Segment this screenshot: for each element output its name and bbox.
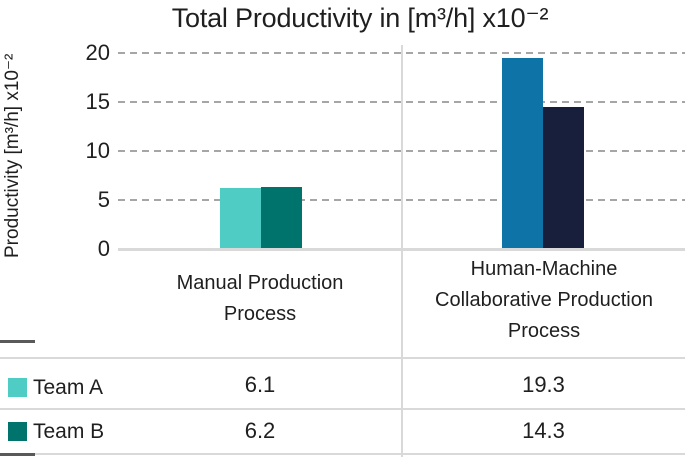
bar-team-b-manual — [261, 187, 302, 248]
bar-team-b-collaborative — [543, 107, 584, 248]
y-tick-10: 10 — [85, 138, 110, 163]
bar-team-a-collaborative — [502, 58, 543, 248]
category-label-manual: Manual Production Process — [176, 272, 344, 325]
legend-key-border-top — [0, 340, 35, 343]
y-tick-0: 0 — [97, 236, 110, 261]
category-label-collaborative: Human-Machine Collaborative Production P… — [435, 258, 653, 342]
y-tick-5: 5 — [97, 187, 110, 212]
table-value-team-a-collaborative: 19.3 — [522, 372, 565, 397]
category-divider-line — [401, 45, 403, 457]
table-value-team-a-manual: 6.1 — [244, 372, 276, 397]
x-axis-line — [118, 248, 685, 251]
legend-swatch-team-a — [8, 378, 27, 397]
chart-title: Total Productivity in [m³/h] x10⁻² — [171, 3, 549, 33]
table-row-divider — [0, 408, 685, 410]
legend-label-team-a: Team A — [33, 376, 104, 399]
table-bottom-border — [0, 453, 685, 455]
table-value-team-b-collaborative: 14.3 — [522, 418, 565, 443]
y-tick-20: 20 — [85, 40, 110, 65]
legend-key-border-bottom — [0, 453, 35, 456]
bar-team-a-manual — [220, 188, 261, 248]
table-value-team-b-manual: 6.2 — [244, 418, 276, 443]
legend-swatch-team-b — [8, 422, 27, 441]
legend-label-team-b: Team B — [33, 420, 105, 443]
y-tick-15: 15 — [85, 89, 110, 114]
y-axis-label: Productivity [m³/h] x10⁻² — [2, 53, 23, 258]
table-top-border — [0, 357, 685, 359]
